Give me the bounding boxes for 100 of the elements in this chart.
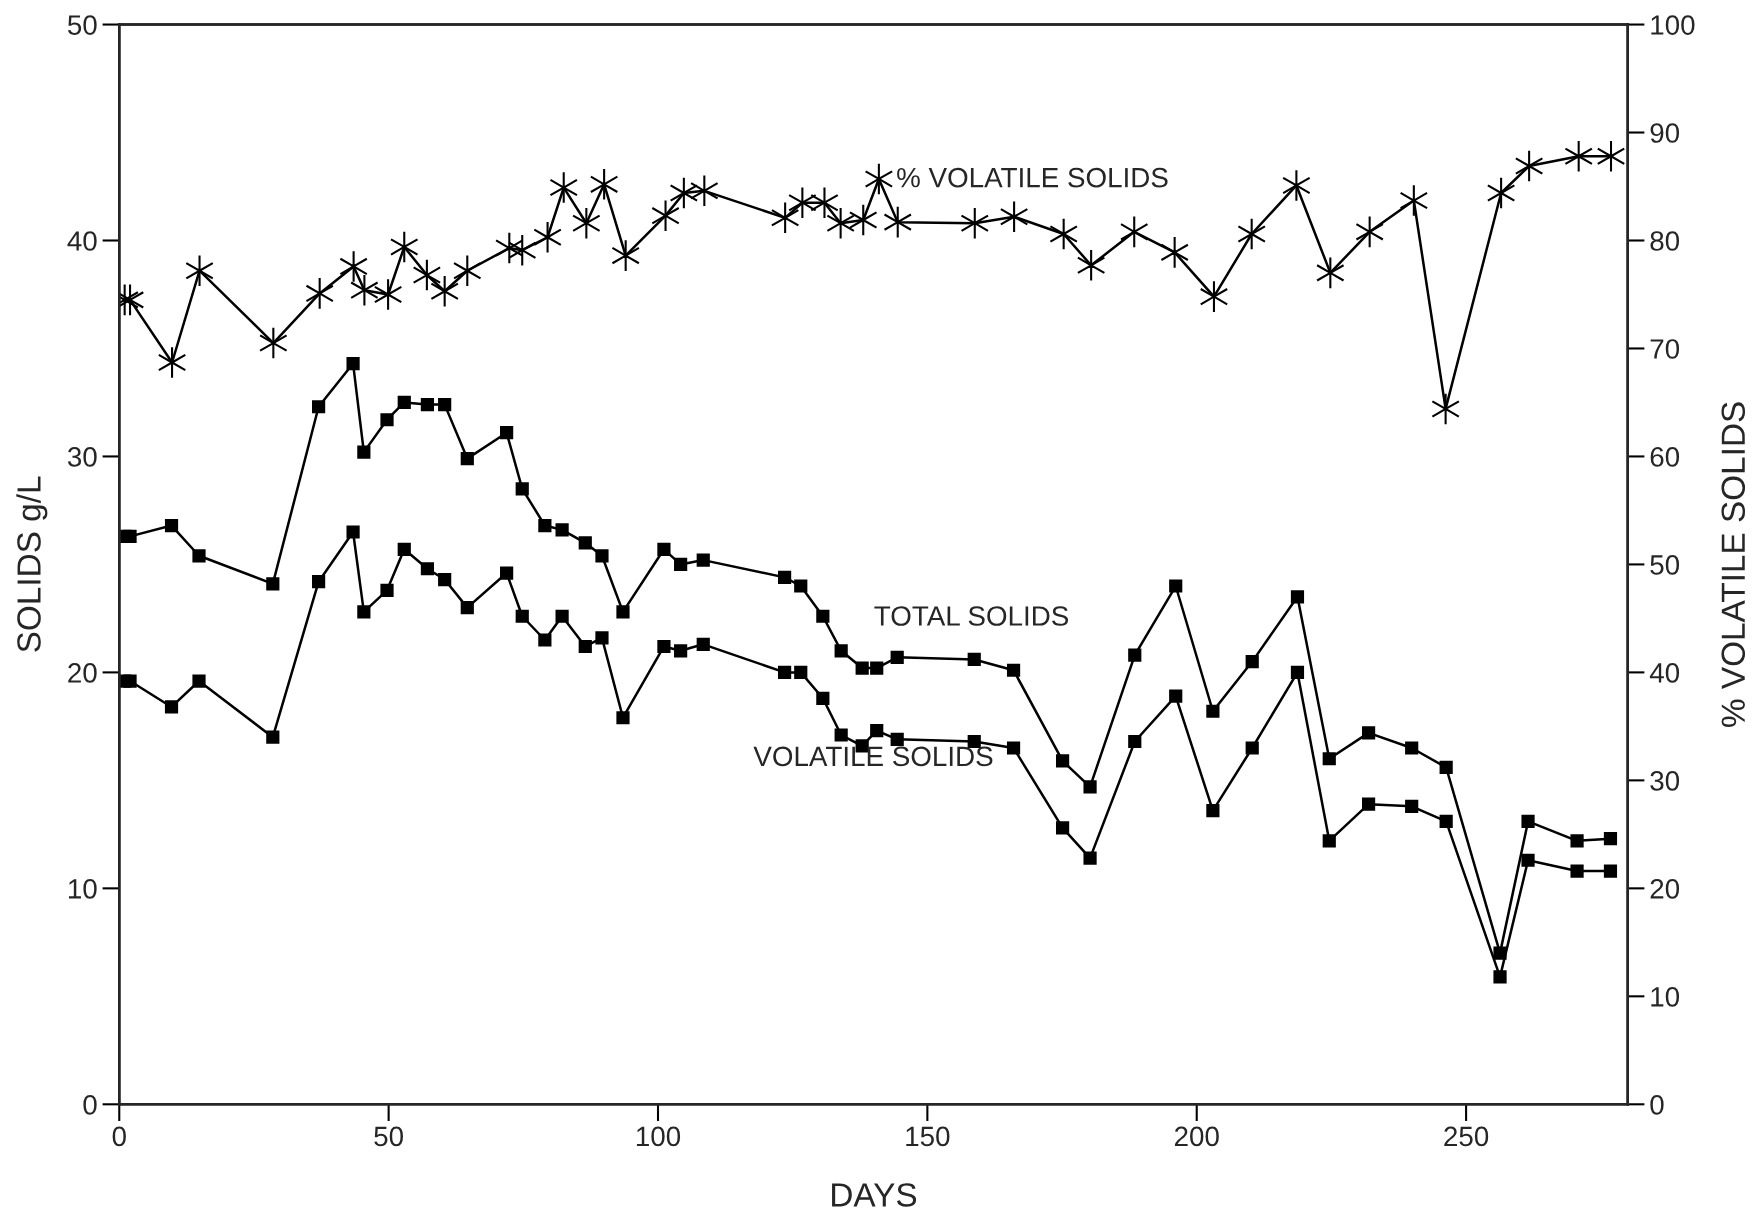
point <box>890 650 904 664</box>
point <box>794 579 808 593</box>
point <box>611 239 640 272</box>
point <box>1128 734 1142 749</box>
point <box>1570 864 1584 878</box>
point <box>1521 814 1535 828</box>
point <box>1282 169 1311 202</box>
y2-tick-label: 80 <box>1650 231 1680 251</box>
point <box>164 518 179 533</box>
y-tick-label: 10 <box>68 879 97 899</box>
point <box>1290 665 1305 679</box>
y2-tick-label: 90 <box>1650 123 1680 143</box>
point <box>549 171 578 204</box>
point <box>373 278 403 311</box>
point <box>960 206 990 240</box>
point <box>1405 799 1419 813</box>
y2-tick-label: 30 <box>1650 771 1680 791</box>
point <box>1076 249 1106 282</box>
point <box>616 711 630 725</box>
point <box>1361 726 1376 740</box>
point <box>674 557 688 572</box>
y-tick-label: 30 <box>67 447 97 467</box>
point <box>533 220 562 254</box>
x-tick-label: 100 <box>636 1126 681 1147</box>
point <box>864 162 894 196</box>
point <box>578 639 592 654</box>
point <box>1431 392 1460 426</box>
point <box>380 413 394 427</box>
point <box>778 570 792 584</box>
point <box>460 452 474 466</box>
point <box>1603 864 1618 878</box>
point <box>1521 853 1535 867</box>
point <box>1322 834 1336 848</box>
point <box>259 326 288 360</box>
x-tick-label: 150 <box>906 1126 950 1147</box>
point <box>164 700 179 714</box>
point <box>1006 741 1021 755</box>
point <box>1486 176 1516 210</box>
y2-axis-title: % VOLATILE SOLIDS <box>1721 402 1746 727</box>
point <box>883 205 913 239</box>
point <box>999 200 1029 234</box>
point <box>848 203 878 237</box>
point <box>770 201 800 235</box>
point <box>1055 821 1070 835</box>
y2-tick-label: 0 <box>1650 1094 1664 1115</box>
point <box>1322 752 1336 766</box>
point <box>651 199 680 232</box>
point <box>778 665 792 679</box>
point <box>538 518 552 533</box>
point <box>438 572 452 587</box>
point <box>1006 663 1021 677</box>
y2-tick-label: 70 <box>1650 339 1680 359</box>
point <box>870 724 884 738</box>
point <box>696 637 710 651</box>
point <box>572 206 601 240</box>
point <box>1119 215 1149 249</box>
point <box>1206 804 1220 818</box>
point <box>397 542 411 556</box>
point <box>380 583 394 597</box>
point <box>967 652 981 667</box>
point <box>420 398 435 412</box>
point <box>1564 139 1593 173</box>
x-tick-label: 0 <box>112 1126 126 1147</box>
point <box>1405 741 1419 755</box>
y-tick-label: 20 <box>68 663 97 683</box>
point <box>453 254 482 288</box>
x-tick-label: 250 <box>1444 1126 1489 1147</box>
point <box>690 174 719 208</box>
point <box>589 168 619 201</box>
point <box>1169 689 1183 703</box>
point <box>500 566 514 580</box>
y2-tick-label: 60 <box>1650 447 1680 467</box>
point <box>157 346 187 379</box>
x-tick-label: 200 <box>1174 1126 1219 1147</box>
point <box>412 258 442 292</box>
point <box>1169 579 1183 593</box>
point <box>1237 217 1266 251</box>
point <box>810 186 839 220</box>
point <box>788 186 817 220</box>
point <box>595 549 609 563</box>
point <box>555 609 569 623</box>
point <box>578 536 592 550</box>
point <box>123 529 137 543</box>
point <box>816 609 830 623</box>
annotation: % VOLATILE SOLIDS <box>897 167 1168 188</box>
point <box>1160 236 1189 269</box>
point <box>1049 217 1078 251</box>
point <box>346 525 360 539</box>
point <box>816 691 830 705</box>
x-axis-title: DAYS <box>832 1183 917 1207</box>
point <box>1493 970 1507 984</box>
point <box>507 233 537 267</box>
point <box>616 605 630 619</box>
point <box>1083 851 1097 865</box>
point <box>1199 280 1229 313</box>
point <box>430 274 459 308</box>
point <box>1290 590 1305 604</box>
y-tick-label: 50 <box>67 15 97 35</box>
y2-tick-label: 20 <box>1650 879 1680 899</box>
point <box>1399 184 1429 217</box>
